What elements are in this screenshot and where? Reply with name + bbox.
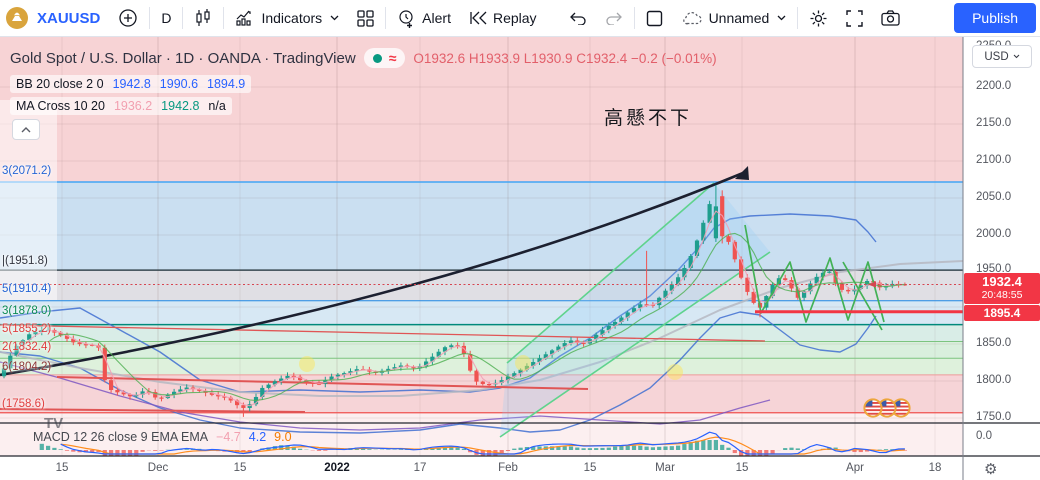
bb-value: 1894.9 (207, 77, 246, 91)
price-tick: 2100.0 (976, 154, 1012, 166)
separator (223, 7, 225, 29)
chevron-down-icon (1013, 54, 1020, 59)
time-tick: Apr (846, 462, 864, 474)
price-tick: 1800.0 (976, 374, 1012, 386)
publish-button[interactable]: Publish (954, 3, 1036, 33)
market-status-pill[interactable]: ≈ (363, 48, 406, 68)
chart-style-button[interactable] (185, 4, 221, 32)
macd-indicator-row[interactable]: MACD 12 26 close 9 EMA EMA −4.7 4.2 9.0 (33, 430, 292, 444)
top-toolbar: XAUUSD D Indicators Alert Replay Unnamed (0, 0, 1040, 37)
tradingview-watermark: TV (44, 415, 64, 432)
macd-signal-value: 9.0 (274, 430, 292, 444)
price-tick: 1750.0 (976, 411, 1012, 423)
separator (385, 7, 387, 29)
price-tick: 2050.0 (976, 191, 1012, 203)
bb-indicator-row[interactable]: BB 20 close 2 0 1942.8 1990.6 1894.9 (10, 75, 252, 93)
bb-value: 1990.6 (159, 77, 199, 91)
price-tick: 2150.0 (976, 117, 1012, 129)
ohlc-values: O1932.6 H1933.9 L1930.9 C1932.4 −0.2 (−0… (413, 50, 717, 66)
alert-label: Alert (422, 10, 451, 26)
time-tick: 15 (55, 462, 69, 474)
symbol-name[interactable]: XAUUSD (37, 9, 101, 27)
screenshot-camera-button[interactable] (872, 4, 909, 32)
level-label-1878: 3(1878.0) (2, 305, 52, 317)
market-open-dot-icon (372, 53, 382, 63)
bar-countdown: 20:48:55 (981, 289, 1023, 301)
cloud-icon (682, 12, 702, 25)
save-layout-button[interactable]: Unnamed (672, 4, 796, 32)
chart-legend-title-row[interactable]: Gold Spot / U.S. Dollar · 1D · OANDA · T… (10, 48, 717, 68)
pane-settings-gear-icon[interactable]: ⚙ (984, 461, 998, 478)
chinese-annotation: 高懸不下 (604, 108, 693, 129)
replay-button[interactable]: Replay (460, 4, 546, 32)
templates-grid-button[interactable] (348, 4, 383, 32)
ma-value: 1936.2 (113, 99, 153, 113)
time-tick: Dec (147, 462, 169, 474)
alert-price-badge: 1895.4 (964, 305, 1040, 321)
level-label-1855: 5(1855.2) (2, 323, 52, 335)
settings-button[interactable] (800, 4, 837, 32)
indicators-label: Indicators (261, 10, 323, 26)
separator (633, 7, 635, 29)
price-tick: 2200.0 (976, 80, 1012, 92)
separator (797, 7, 799, 29)
level-label-1910: 5(1910.4) (2, 283, 52, 295)
macd-zero-tick: 0.0 (976, 430, 992, 442)
time-tick: 18 (928, 462, 942, 474)
timeframe-button[interactable]: D (161, 10, 172, 26)
macd-label: MACD 12 26 close 9 EMA EMA (33, 430, 209, 444)
separator (149, 7, 151, 29)
alert-button[interactable]: Alert (388, 4, 460, 32)
indicators-button[interactable]: Indicators (226, 4, 348, 32)
time-tick: Feb (498, 462, 518, 474)
time-tick: 15 (735, 462, 749, 474)
price-tick: 1850.0 (976, 337, 1012, 349)
ma-value: n/a (208, 99, 226, 113)
level-label-2071: 3(2071.2) (2, 165, 52, 177)
symbol-logo-icon (6, 7, 28, 29)
bb-label: BB 20 close 2 0 (16, 77, 104, 91)
ma-value: 1942.8 (161, 99, 200, 113)
time-tick: 15 (583, 462, 597, 474)
legend-collapse-button[interactable] (12, 119, 40, 140)
delayed-data-icon: ≈ (388, 50, 397, 66)
level-label-1804: 6(1804.2) (2, 361, 52, 373)
currency-label: USD (984, 50, 1009, 63)
time-tick: 17 (413, 462, 427, 474)
currency-selector[interactable]: USD (972, 45, 1032, 68)
time-tick-year: 2022 (324, 462, 350, 474)
undo-button[interactable] (560, 4, 596, 32)
level-label-1758: (1758.6) (2, 398, 45, 410)
ma-cross-label: MA Cross 10 20 (16, 99, 105, 113)
chevron-down-icon (777, 15, 786, 21)
current-price-badge: 1932.4 20:48:55 (964, 273, 1040, 304)
symbol-title: Gold Spot / U.S. Dollar · 1D · OANDA · T… (10, 49, 356, 67)
layout-button[interactable] (637, 4, 672, 32)
price-tick: 1950.0 (976, 263, 1012, 275)
ma-cross-indicator-row[interactable]: MA Cross 10 20 1936.2 1942.8 n/a (10, 97, 232, 115)
replay-label: Replay (492, 10, 537, 26)
fullscreen-button[interactable] (837, 4, 872, 32)
price-tick: 2000.0 (976, 228, 1012, 240)
compare-add-button[interactable] (109, 4, 147, 32)
layout-name: Unnamed (708, 10, 770, 26)
chevron-down-icon (330, 15, 339, 21)
time-tick: Mar (655, 462, 675, 474)
macd-value: 4.2 (248, 430, 267, 444)
bb-value: 1942.8 (112, 77, 151, 91)
level-label-1951: |(1951.8) (2, 255, 48, 267)
separator (182, 7, 184, 29)
time-tick: 15 (233, 462, 247, 474)
redo-button[interactable] (596, 4, 632, 32)
level-label-1832: 2(1832.4) (2, 341, 52, 353)
macd-hist-value: −4.7 (216, 430, 241, 444)
